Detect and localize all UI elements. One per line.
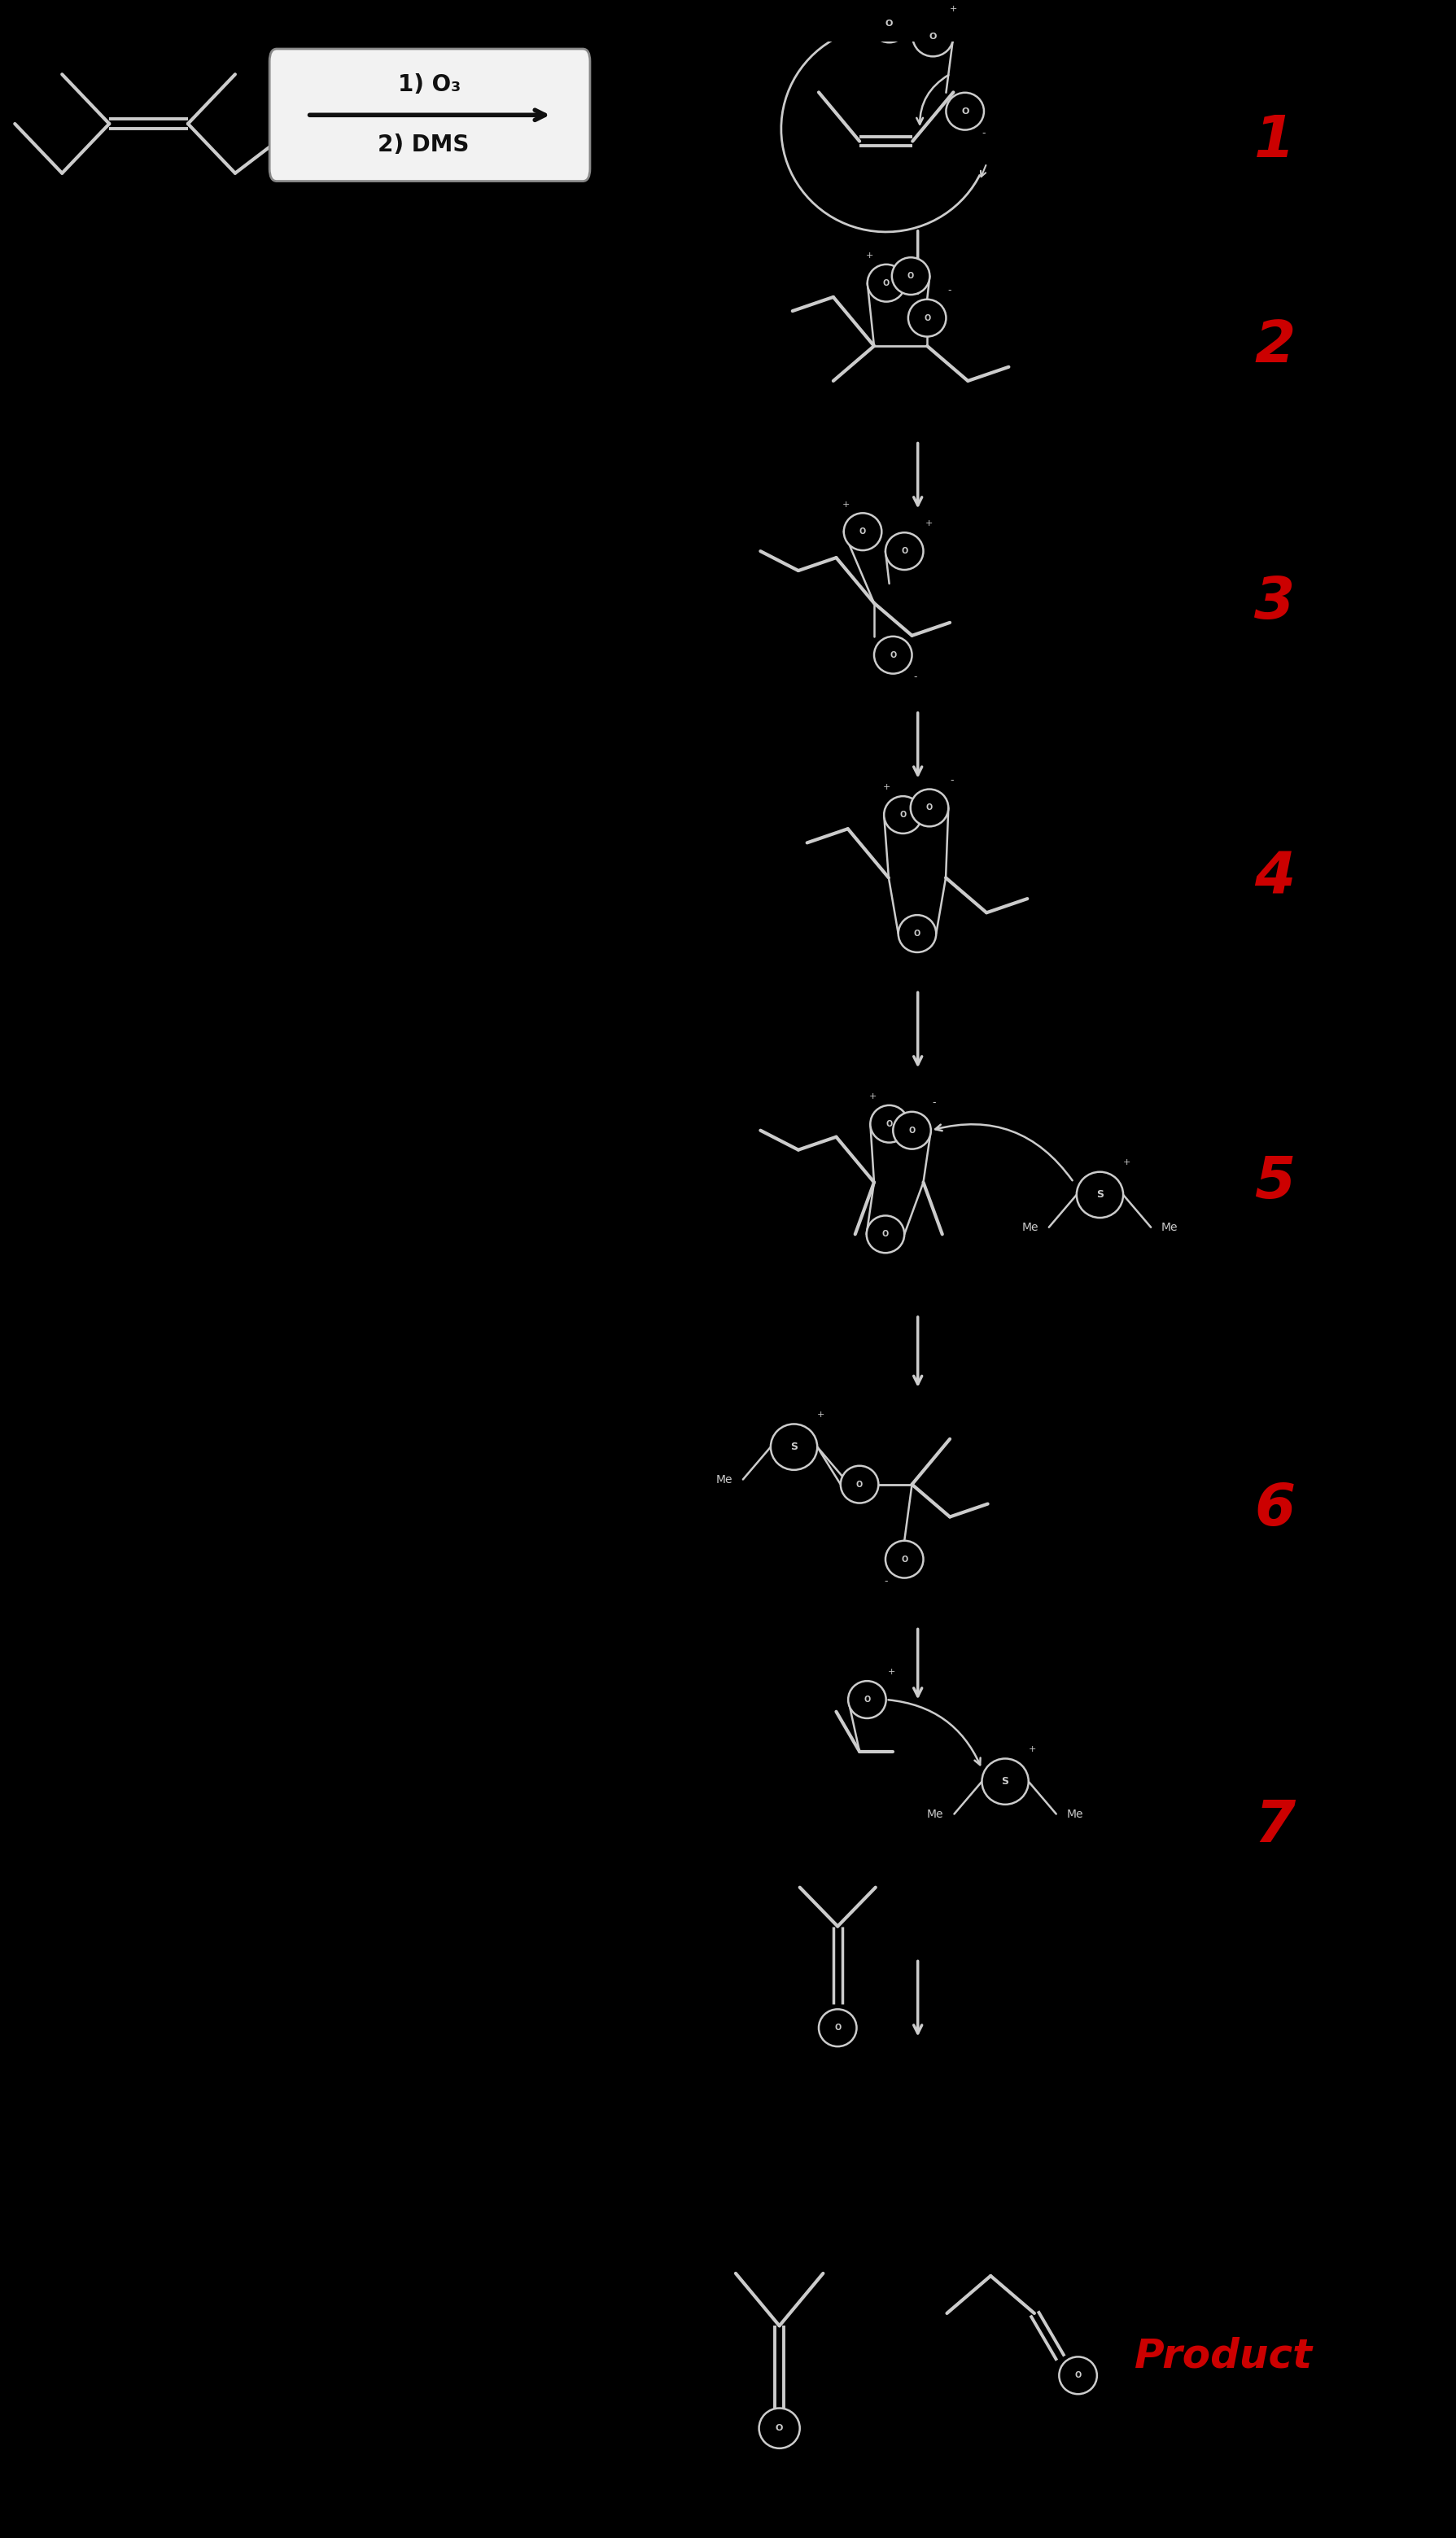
Text: +: + bbox=[1028, 1746, 1035, 1754]
Text: 5: 5 bbox=[1254, 1155, 1294, 1211]
Text: 1) O₃: 1) O₃ bbox=[397, 74, 462, 96]
Text: Me: Me bbox=[1160, 1221, 1178, 1233]
Text: -: - bbox=[884, 1576, 887, 1586]
Text: S: S bbox=[1095, 1190, 1104, 1200]
Text: 4: 4 bbox=[1254, 850, 1294, 906]
Text: O: O bbox=[1075, 2370, 1080, 2381]
Ellipse shape bbox=[818, 2010, 856, 2046]
Text: O: O bbox=[923, 315, 930, 322]
Ellipse shape bbox=[1059, 2358, 1096, 2393]
Text: 6: 6 bbox=[1254, 1482, 1294, 1538]
Ellipse shape bbox=[869, 5, 907, 43]
Text: 1: 1 bbox=[1254, 114, 1294, 170]
Text: O: O bbox=[890, 650, 895, 660]
Ellipse shape bbox=[891, 256, 929, 294]
Text: Product: Product bbox=[1134, 2335, 1312, 2376]
Text: Me: Me bbox=[926, 1807, 943, 1820]
Text: 3: 3 bbox=[1254, 576, 1294, 632]
Ellipse shape bbox=[885, 533, 923, 571]
Text: 2: 2 bbox=[1254, 317, 1294, 373]
Text: O: O bbox=[926, 805, 932, 812]
Text: +: + bbox=[882, 784, 890, 792]
Text: 7: 7 bbox=[1254, 1799, 1294, 1855]
Ellipse shape bbox=[840, 1467, 878, 1502]
Text: -: - bbox=[949, 774, 954, 784]
Text: O: O bbox=[863, 1695, 871, 1703]
Text: O: O bbox=[834, 2023, 840, 2033]
Text: -: - bbox=[946, 284, 951, 294]
Text: Me: Me bbox=[1021, 1221, 1038, 1233]
Ellipse shape bbox=[759, 2409, 799, 2449]
Text: +: + bbox=[868, 1091, 877, 1101]
Ellipse shape bbox=[911, 15, 952, 56]
Ellipse shape bbox=[1076, 1173, 1123, 1218]
Text: Me: Me bbox=[715, 1475, 732, 1485]
Ellipse shape bbox=[898, 916, 936, 952]
Text: O: O bbox=[929, 33, 936, 41]
Text: -: - bbox=[913, 673, 917, 683]
Text: O: O bbox=[882, 279, 890, 287]
Text: -: - bbox=[981, 127, 986, 140]
Ellipse shape bbox=[885, 1541, 923, 1579]
Ellipse shape bbox=[981, 1759, 1028, 1805]
Text: S: S bbox=[1000, 1777, 1009, 1787]
Text: +: + bbox=[1123, 1157, 1130, 1167]
Text: O: O bbox=[907, 272, 914, 279]
Ellipse shape bbox=[945, 91, 983, 129]
Ellipse shape bbox=[884, 797, 922, 832]
Ellipse shape bbox=[910, 789, 948, 827]
Text: +: + bbox=[949, 5, 957, 13]
Text: O: O bbox=[859, 528, 866, 536]
Ellipse shape bbox=[866, 264, 904, 302]
Ellipse shape bbox=[847, 1680, 885, 1718]
Text: +: + bbox=[817, 1411, 824, 1419]
Text: O: O bbox=[881, 1231, 888, 1239]
Text: O: O bbox=[775, 2424, 783, 2431]
Text: O: O bbox=[900, 1556, 907, 1563]
Text: O: O bbox=[913, 929, 920, 937]
Text: O: O bbox=[898, 810, 906, 820]
Ellipse shape bbox=[874, 637, 911, 673]
Text: 2) DMS: 2) DMS bbox=[377, 135, 469, 157]
Text: +: + bbox=[842, 500, 849, 508]
Text: O: O bbox=[909, 1127, 914, 1134]
Text: +: + bbox=[865, 251, 874, 259]
Ellipse shape bbox=[869, 1104, 907, 1142]
Text: -: - bbox=[932, 1096, 936, 1109]
Text: O: O bbox=[961, 107, 968, 114]
Text: O: O bbox=[900, 548, 907, 556]
Text: Me: Me bbox=[1066, 1807, 1083, 1820]
Text: O: O bbox=[856, 1480, 862, 1487]
Ellipse shape bbox=[907, 299, 945, 338]
Ellipse shape bbox=[893, 1112, 930, 1150]
Text: +: + bbox=[887, 1667, 894, 1675]
Ellipse shape bbox=[770, 1424, 817, 1470]
Text: O: O bbox=[885, 1119, 893, 1127]
Ellipse shape bbox=[866, 1216, 904, 1254]
Text: S: S bbox=[789, 1442, 798, 1452]
Text: O: O bbox=[885, 20, 893, 28]
Ellipse shape bbox=[843, 513, 881, 551]
FancyBboxPatch shape bbox=[269, 48, 590, 180]
Text: +: + bbox=[925, 520, 932, 528]
